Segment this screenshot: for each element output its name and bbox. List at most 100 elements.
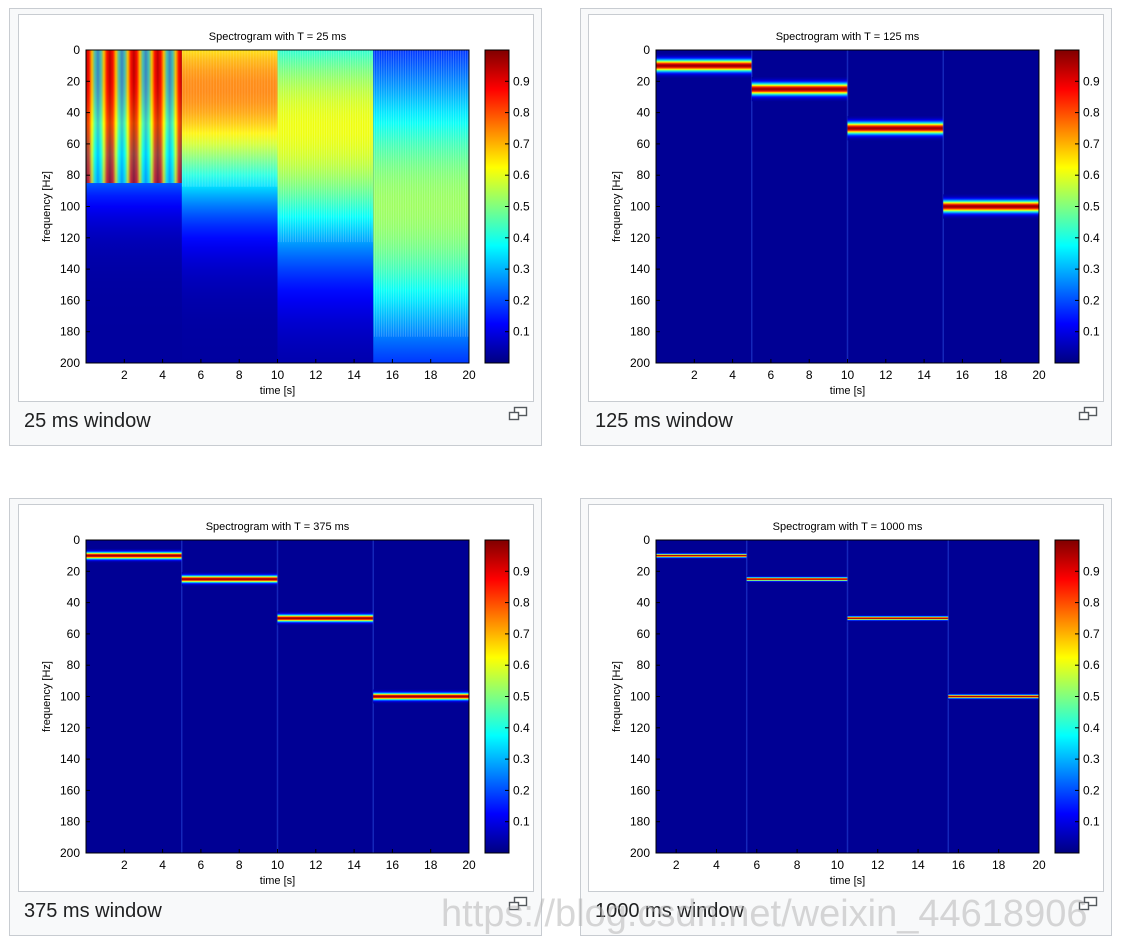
y-tick-label: 160: [60, 293, 80, 307]
x-tick-label: 6: [753, 858, 760, 872]
x-tick-label: 6: [198, 858, 205, 872]
x-axis-label: time [s]: [260, 385, 295, 397]
magnify-clip-icon[interactable]: [508, 896, 528, 912]
x-tick-label: 6: [198, 368, 205, 382]
frequency-band: [656, 552, 747, 560]
x-tick-label: 8: [806, 368, 813, 382]
x-tick-label: 14: [911, 858, 925, 872]
spectrogram-125ms: Spectrogram with T = 125 ms 2 4 6 8 10 12 14 16 1…: [611, 31, 1100, 397]
x-tick-label: 10: [831, 858, 845, 872]
x-tick-label: 12: [871, 858, 885, 872]
frequency-band: [181, 572, 278, 587]
y-axis-label: frequency [Hz]: [41, 171, 53, 242]
y-tick-label: 80: [637, 168, 651, 182]
frequency-band: [746, 575, 848, 583]
x-tick-label: 12: [309, 858, 323, 872]
x-tick-label: 6: [768, 368, 775, 382]
spectral-band: [277, 50, 374, 363]
x-tick-label: 2: [121, 368, 128, 382]
colorbar-tick-label: 0.9: [513, 564, 530, 578]
x-tick-label: 20: [1032, 368, 1046, 382]
x-tick-label: 2: [691, 368, 698, 382]
caption-25ms: 25 ms window: [24, 410, 151, 432]
x-tick-label: 2: [121, 858, 128, 872]
y-tick-label: 100: [630, 200, 650, 214]
colorbar-tick-label: 0.5: [513, 690, 530, 704]
colorbar-tick-label: 0.1: [1083, 815, 1100, 829]
colorbar-tick-label: 0.6: [1083, 168, 1100, 182]
y-tick-label: 40: [637, 596, 651, 610]
x-tick-label: 14: [917, 368, 931, 382]
x-tick-label: 10: [271, 368, 285, 382]
frequency-band: [751, 76, 848, 102]
spectrogram-1000ms: Spectrogram with T = 1000 ms 2 4 6 8 10 12 14 16…: [611, 521, 1100, 887]
colorbar-tick-label: 0.8: [513, 106, 530, 120]
y-tick-label: 180: [60, 815, 80, 829]
colorbar-tick-label: 0.4: [1083, 721, 1100, 735]
y-tick-label: 60: [637, 137, 651, 151]
magnify-clip-icon[interactable]: [1078, 406, 1098, 422]
frequency-band: [847, 614, 949, 622]
colorbar-tick-label: 0.9: [513, 74, 530, 88]
thumbnail-375ms: Spectrogram with T = 375 ms 2 4 6 8 10 12 14 16 1…: [9, 498, 542, 936]
colorbar-tick-label: 0.8: [1083, 106, 1100, 120]
y-tick-label: 40: [637, 106, 651, 120]
x-tick-label: 4: [713, 858, 720, 872]
y-tick-label: 100: [60, 200, 80, 214]
y-axis-label: frequency [Hz]: [41, 661, 53, 732]
chart-title: Spectrogram with T = 25 ms: [209, 31, 347, 43]
frequency-band: [373, 689, 469, 704]
chart-title: Spectrogram with T = 1000 ms: [773, 521, 923, 533]
x-tick-label: 18: [994, 368, 1008, 382]
x-tick-label: 10: [271, 858, 285, 872]
thumbnail-125ms: Spectrogram with T = 125 ms 2 4 6 8 10 12 14 16 1…: [580, 8, 1112, 446]
spectral-band: [373, 50, 469, 363]
y-tick-label: 40: [67, 596, 81, 610]
colorbar-tick-label: 0.2: [513, 293, 530, 307]
colorbar-tick-label: 0.3: [1083, 262, 1100, 276]
colorbar-tick-label: 0.7: [513, 137, 530, 151]
colorbar-tick-label: 0.9: [1083, 564, 1100, 578]
spectrogram-image-25ms[interactable]: Spectrogram with T = 25 ms 2 4 6 8 10 12 14 16 18…: [18, 14, 534, 402]
y-axis-label: frequency [Hz]: [611, 171, 623, 242]
x-tick-label: 2: [673, 858, 680, 872]
chart-title: Spectrogram with T = 125 ms: [776, 31, 920, 43]
x-tick-label: 16: [952, 858, 966, 872]
spectrogram-375ms: Spectrogram with T = 375 ms 2 4 6 8 10 12 14 16 1…: [41, 521, 530, 887]
y-tick-label: 120: [630, 231, 650, 245]
colorbar-tick-label: 0.5: [1083, 690, 1100, 704]
x-axis-label: time [s]: [830, 385, 865, 397]
colorbar-tick-label: 0.4: [1083, 231, 1100, 245]
y-tick-label: 20: [637, 74, 651, 88]
colorbar-tick-label: 0.8: [1083, 596, 1100, 610]
y-tick-label: 100: [60, 690, 80, 704]
magnify-clip-icon[interactable]: [1078, 896, 1098, 912]
colorbar-tick-label: 0.2: [1083, 293, 1100, 307]
x-tick-label: 14: [347, 368, 361, 382]
colorbar-tick-label: 0.6: [513, 658, 530, 672]
y-tick-label: 160: [630, 293, 650, 307]
colorbar-tick-label: 0.9: [1083, 74, 1100, 88]
y-tick-label: 60: [67, 137, 81, 151]
colorbar-tick-label: 0.3: [513, 262, 530, 276]
spectral-band: [181, 50, 278, 363]
x-tick-label: 4: [729, 368, 736, 382]
spectrogram-image-375ms[interactable]: Spectrogram with T = 375 ms 2 4 6 8 10 12 14 16 1…: [18, 504, 534, 892]
x-tick-label: 12: [309, 368, 323, 382]
y-tick-label: 200: [630, 846, 650, 860]
y-tick-label: 80: [637, 658, 651, 672]
frequency-band: [656, 53, 752, 78]
y-tick-label: 80: [67, 168, 81, 182]
y-tick-label: 40: [67, 106, 81, 120]
x-axis-label: time [s]: [830, 875, 865, 887]
spectrogram-image-1000ms[interactable]: Spectrogram with T = 1000 ms 2 4 6 8 10 12 14 16…: [588, 504, 1104, 892]
chart-title: Spectrogram with T = 375 ms: [206, 521, 350, 533]
spectrogram-image-125ms[interactable]: Spectrogram with T = 125 ms 2 4 6 8 10 12 14 16 1…: [588, 14, 1104, 402]
y-tick-label: 140: [60, 752, 80, 766]
magnify-clip-icon[interactable]: [508, 406, 528, 422]
x-tick-label: 4: [159, 368, 166, 382]
y-tick-label: 20: [67, 74, 81, 88]
y-tick-label: 0: [643, 533, 650, 547]
colorbar-tick-label: 0.6: [513, 168, 530, 182]
colorbar-tick-label: 0.7: [1083, 137, 1100, 151]
